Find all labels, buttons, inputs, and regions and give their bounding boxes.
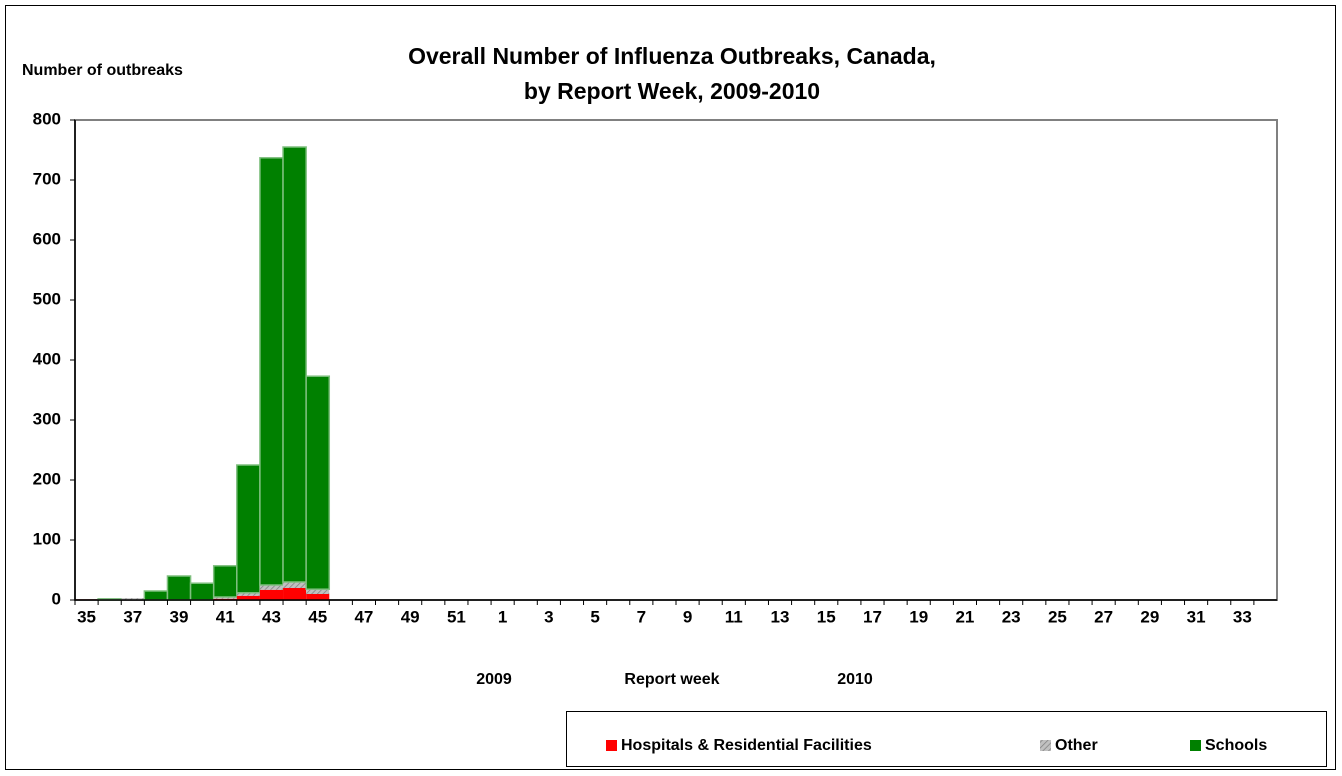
x-tick-label: 7 bbox=[637, 607, 646, 626]
legend bbox=[566, 711, 1327, 767]
y-tick-label: 600 bbox=[33, 229, 61, 248]
x-tick-label: 45 bbox=[308, 607, 327, 626]
bar-segment bbox=[236, 595, 260, 600]
x-tick-label: 11 bbox=[725, 607, 743, 626]
x-tick-label: 3 bbox=[544, 607, 553, 626]
x-tick-label: 17 bbox=[863, 607, 882, 626]
bar-segment bbox=[306, 589, 330, 594]
x-tick-label: 49 bbox=[401, 607, 420, 626]
legend-swatch bbox=[606, 740, 617, 751]
x-tick-label: 19 bbox=[909, 607, 928, 626]
x-tick-label: 1 bbox=[498, 607, 507, 626]
bar-segment bbox=[282, 146, 307, 583]
y-tick-label: 0 bbox=[52, 589, 61, 608]
legend-label: Schools bbox=[1205, 737, 1267, 754]
bar-segment bbox=[283, 582, 307, 588]
x-tick-label: 41 bbox=[216, 607, 235, 626]
bar-segment bbox=[121, 598, 145, 600]
year-label: 2009 bbox=[476, 671, 512, 688]
legend-label: Hospitals & Residential Facilities bbox=[621, 737, 872, 754]
x-tick-label: 27 bbox=[1094, 607, 1113, 626]
x-tick-label: 39 bbox=[170, 607, 189, 626]
y-axis-label: Number of outbreaks bbox=[22, 62, 183, 79]
x-tick-label: 23 bbox=[1002, 607, 1021, 626]
y-tick-label: 500 bbox=[33, 289, 61, 308]
x-tick-label: 5 bbox=[590, 607, 599, 626]
bar-segment bbox=[259, 585, 284, 590]
y-tick-label: 100 bbox=[33, 529, 61, 548]
bar-segment bbox=[305, 375, 331, 590]
bar-segment bbox=[166, 575, 192, 601]
x-tick-label: 15 bbox=[817, 607, 836, 626]
chart-title: by Report Week, 2009-2010 bbox=[524, 78, 820, 104]
bar-segment bbox=[236, 464, 261, 594]
x-tick-label: 21 bbox=[955, 607, 974, 626]
y-tick-label: 400 bbox=[33, 349, 61, 368]
x-axis-label: Report week bbox=[624, 671, 719, 688]
bar-segment bbox=[259, 589, 284, 600]
x-tick-label: 37 bbox=[123, 607, 142, 626]
x-tick-label: 25 bbox=[1048, 607, 1067, 626]
x-tick-label: 47 bbox=[354, 607, 373, 626]
bar-segment bbox=[259, 157, 284, 586]
x-tick-label: 51 bbox=[447, 607, 466, 626]
y-tick-label: 300 bbox=[33, 409, 61, 428]
x-tick-label: 43 bbox=[262, 607, 281, 626]
year-label: 2010 bbox=[837, 671, 873, 688]
bar-segment bbox=[213, 597, 237, 599]
x-tick-label: 33 bbox=[1233, 607, 1252, 626]
chart-title: Overall Number of Influenza Outbreaks, C… bbox=[408, 43, 936, 69]
y-tick-label: 800 bbox=[33, 109, 61, 128]
bar-segment bbox=[143, 590, 169, 601]
bar-segment bbox=[212, 565, 238, 598]
x-tick-label: 35 bbox=[77, 607, 96, 626]
bar-segment bbox=[189, 582, 215, 601]
legend-label: Other bbox=[1055, 737, 1098, 754]
legend-swatch bbox=[1040, 740, 1051, 751]
x-tick-label: 13 bbox=[771, 607, 790, 626]
y-tick-label: 200 bbox=[33, 469, 61, 488]
bar-segment bbox=[236, 592, 260, 596]
bar-segment bbox=[306, 594, 330, 600]
bar-segment bbox=[283, 588, 307, 600]
x-tick-label: 31 bbox=[1187, 607, 1206, 626]
y-tick-label: 700 bbox=[33, 169, 61, 188]
legend-swatch bbox=[1190, 740, 1201, 751]
x-tick-label: 9 bbox=[683, 607, 692, 626]
x-tick-label: 29 bbox=[1140, 607, 1159, 626]
